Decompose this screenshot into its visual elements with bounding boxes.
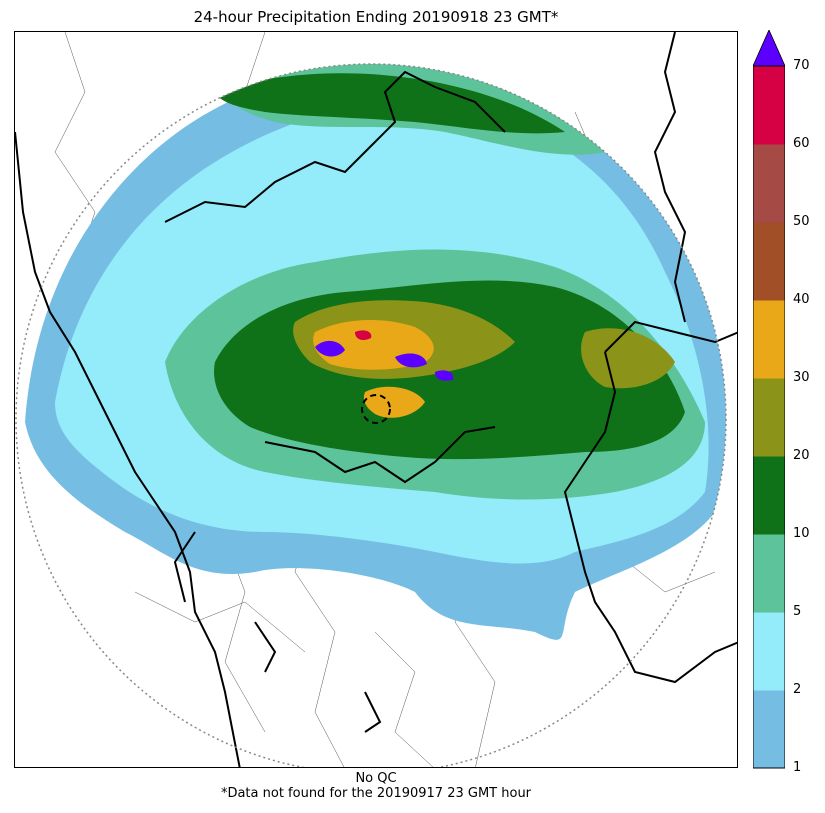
colorbar-step <box>753 222 785 301</box>
colorbar-tick-label: 70 <box>793 58 810 73</box>
state-boundaries <box>15 32 737 767</box>
colorbar-step <box>753 690 785 769</box>
colorbar-step <box>753 612 785 691</box>
colorbar-tick-label: 10 <box>793 526 810 541</box>
colorbar-tick-label: 2 <box>793 682 802 697</box>
colorbar-extend-max-triangle <box>753 30 785 67</box>
colorbar-tick-label: 20 <box>793 448 810 463</box>
precipitation-map <box>15 32 737 767</box>
radar-site-marker <box>361 394 391 424</box>
colorbar-tick-label: 1 <box>793 760 802 775</box>
colorbar-tick-label: 60 <box>793 136 810 151</box>
colorbar-tick-label: 50 <box>793 214 810 229</box>
radar-map-panel[interactable] <box>14 31 738 768</box>
colorbar-step <box>753 66 785 145</box>
colorbar-tick-label: 40 <box>793 292 810 307</box>
colorbar-tick-label: 30 <box>793 370 810 385</box>
colorbar-step <box>753 378 785 457</box>
colorbar-step <box>753 534 785 613</box>
map-title: 24-hour Precipitation Ending 20190918 23… <box>193 8 559 26</box>
precipitation-colorbar <box>753 30 785 769</box>
colorbar-step <box>753 144 785 223</box>
radar-range-ring <box>15 63 727 767</box>
colorbar-tick-label: 5 <box>793 604 802 619</box>
qc-note: No QC <box>355 771 397 786</box>
colorbar-step <box>753 456 785 535</box>
colorbar-frame <box>753 65 785 769</box>
colorbar-step <box>753 300 785 379</box>
precipitation-field <box>25 64 726 640</box>
missing-data-note: *Data not found for the 20190917 23 GMT … <box>220 786 532 801</box>
